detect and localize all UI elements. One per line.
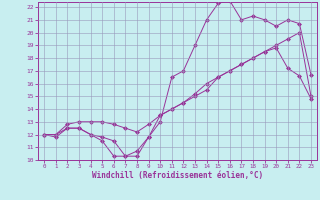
X-axis label: Windchill (Refroidissement éolien,°C): Windchill (Refroidissement éolien,°C) [92, 171, 263, 180]
